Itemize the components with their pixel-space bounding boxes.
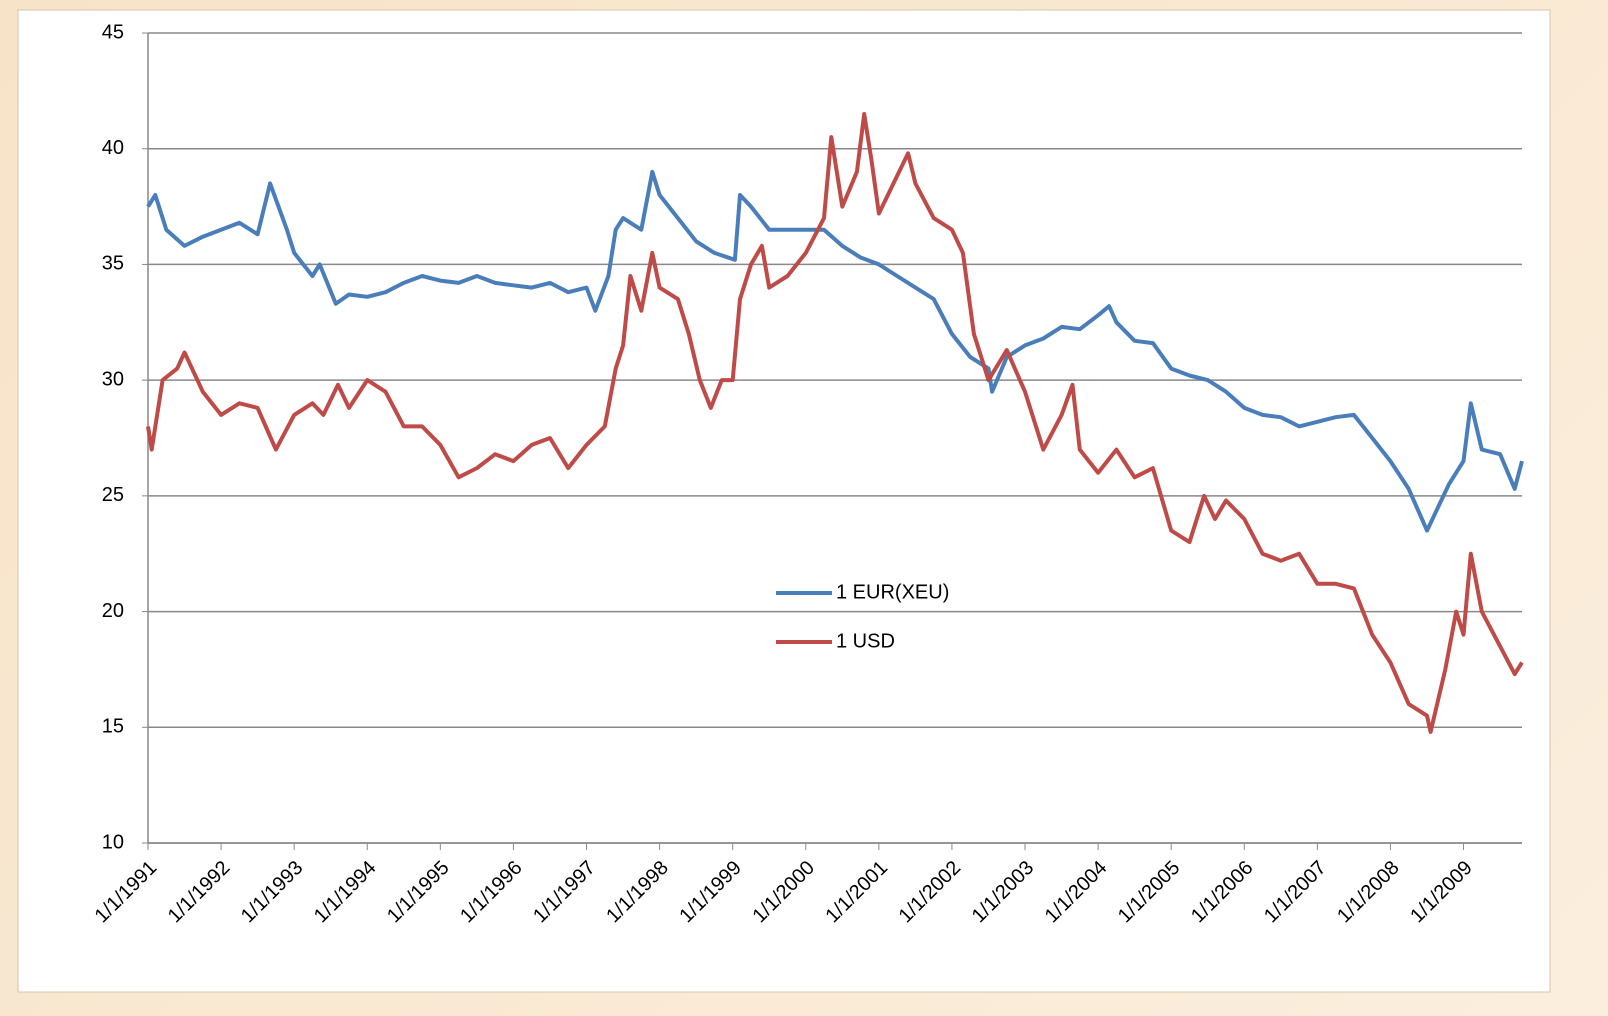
y-tick-label: 10 — [102, 831, 124, 853]
y-tick-label: 40 — [102, 137, 124, 159]
legend-label: 1 USD — [836, 630, 895, 652]
y-tick-label: 45 — [102, 21, 124, 43]
series-line — [146, 169, 1524, 533]
y-tick-label: 30 — [102, 368, 124, 390]
series-line — [146, 112, 1524, 734]
y-tick-label: 15 — [102, 716, 124, 738]
y-tick-label: 25 — [102, 484, 124, 506]
chart-area — [17, 9, 1551, 993]
y-tick-label: 35 — [102, 253, 124, 275]
legend-label: 1 EUR(XEU) — [836, 581, 949, 603]
y-tick-label: 20 — [102, 600, 124, 622]
